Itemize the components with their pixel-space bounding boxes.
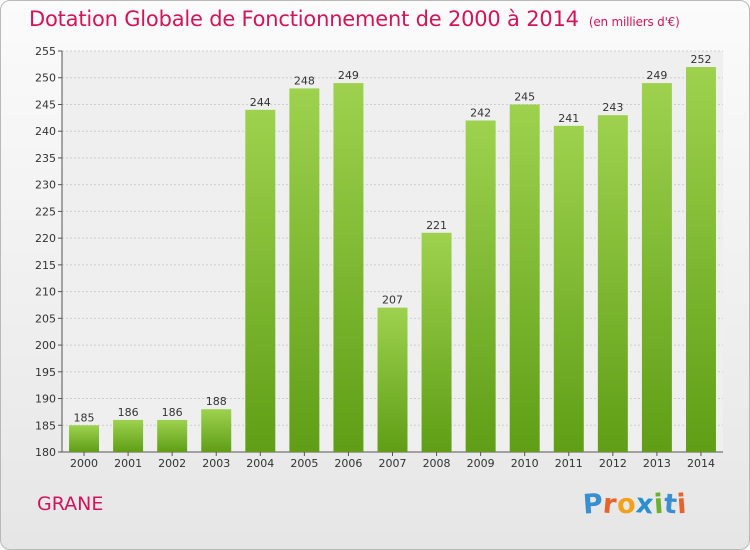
y-tick-label: 185 — [35, 419, 56, 432]
x-tick-label: 2009 — [467, 457, 495, 470]
bar-value-label: 186 — [162, 406, 183, 419]
x-tick-label: 2001 — [114, 457, 142, 470]
y-tick-label: 200 — [35, 339, 56, 352]
bar — [245, 109, 276, 453]
bar — [641, 83, 672, 452]
x-tick-label: 2011 — [555, 457, 583, 470]
x-tick-label: 2003 — [202, 457, 230, 470]
x-tick-label: 2002 — [158, 457, 186, 470]
bar-value-label: 186 — [118, 406, 139, 419]
bar-value-label: 244 — [250, 96, 271, 109]
x-tick-label: 2005 — [290, 457, 318, 470]
bar — [685, 67, 716, 452]
bar — [377, 307, 408, 452]
x-tick-label: 2006 — [334, 457, 362, 470]
bar — [421, 232, 452, 452]
x-tick-label: 2000 — [70, 457, 98, 470]
y-tick-label: 180 — [35, 446, 56, 459]
x-tick-label: 2014 — [687, 457, 715, 470]
bar-value-label: 207 — [382, 294, 403, 307]
x-tick-label: 2013 — [643, 457, 671, 470]
bar-value-label: 249 — [338, 69, 359, 82]
bar-value-label: 248 — [294, 74, 315, 87]
bar — [113, 419, 144, 452]
logo-letter: i — [676, 488, 689, 521]
y-tick-label: 215 — [35, 259, 56, 272]
x-tick-label: 2007 — [379, 457, 407, 470]
bar-value-label: 242 — [470, 107, 491, 120]
title-unit: (en milliers d'€) — [588, 15, 680, 29]
bar-value-label: 249 — [646, 69, 667, 82]
bar — [289, 88, 320, 452]
proxiti-logo: Proxiti — [582, 488, 689, 521]
bar-value-label: 241 — [558, 112, 579, 125]
bar — [465, 120, 496, 453]
bar — [69, 425, 100, 452]
y-tick-label: 190 — [35, 393, 56, 406]
x-tick-label: 2008 — [423, 457, 451, 470]
y-tick-label: 245 — [35, 98, 56, 111]
y-tick-label: 195 — [35, 366, 56, 379]
bar-value-label: 252 — [690, 53, 711, 66]
y-tick-label: 250 — [35, 72, 56, 85]
chart-title: Dotation Globale de Fonctionnement de 20… — [29, 7, 680, 31]
bar-value-label: 245 — [514, 90, 535, 103]
y-tick-label: 240 — [35, 125, 56, 138]
y-tick-label: 235 — [35, 152, 56, 165]
bar — [201, 409, 232, 452]
y-tick-label: 205 — [35, 312, 56, 325]
x-tick-label: 2004 — [246, 457, 274, 470]
y-tick-label: 230 — [35, 179, 56, 192]
y-tick-label: 210 — [35, 286, 56, 299]
bar — [553, 125, 584, 452]
bar — [509, 104, 540, 452]
bar — [157, 419, 188, 452]
x-tick-label: 2010 — [511, 457, 539, 470]
bar-value-label: 185 — [74, 411, 95, 424]
commune-name: GRANE — [37, 493, 104, 515]
y-tick-label: 220 — [35, 232, 56, 245]
x-tick-label: 2012 — [599, 457, 627, 470]
bar-value-label: 243 — [602, 101, 623, 114]
title-text: Dotation Globale de Fonctionnement de 20… — [29, 7, 579, 31]
bar-value-label: 188 — [206, 395, 227, 408]
y-tick-label: 255 — [35, 45, 56, 58]
bar — [333, 83, 364, 452]
bar — [597, 115, 628, 452]
y-tick-label: 225 — [35, 205, 56, 218]
bar-value-label: 221 — [426, 219, 447, 232]
